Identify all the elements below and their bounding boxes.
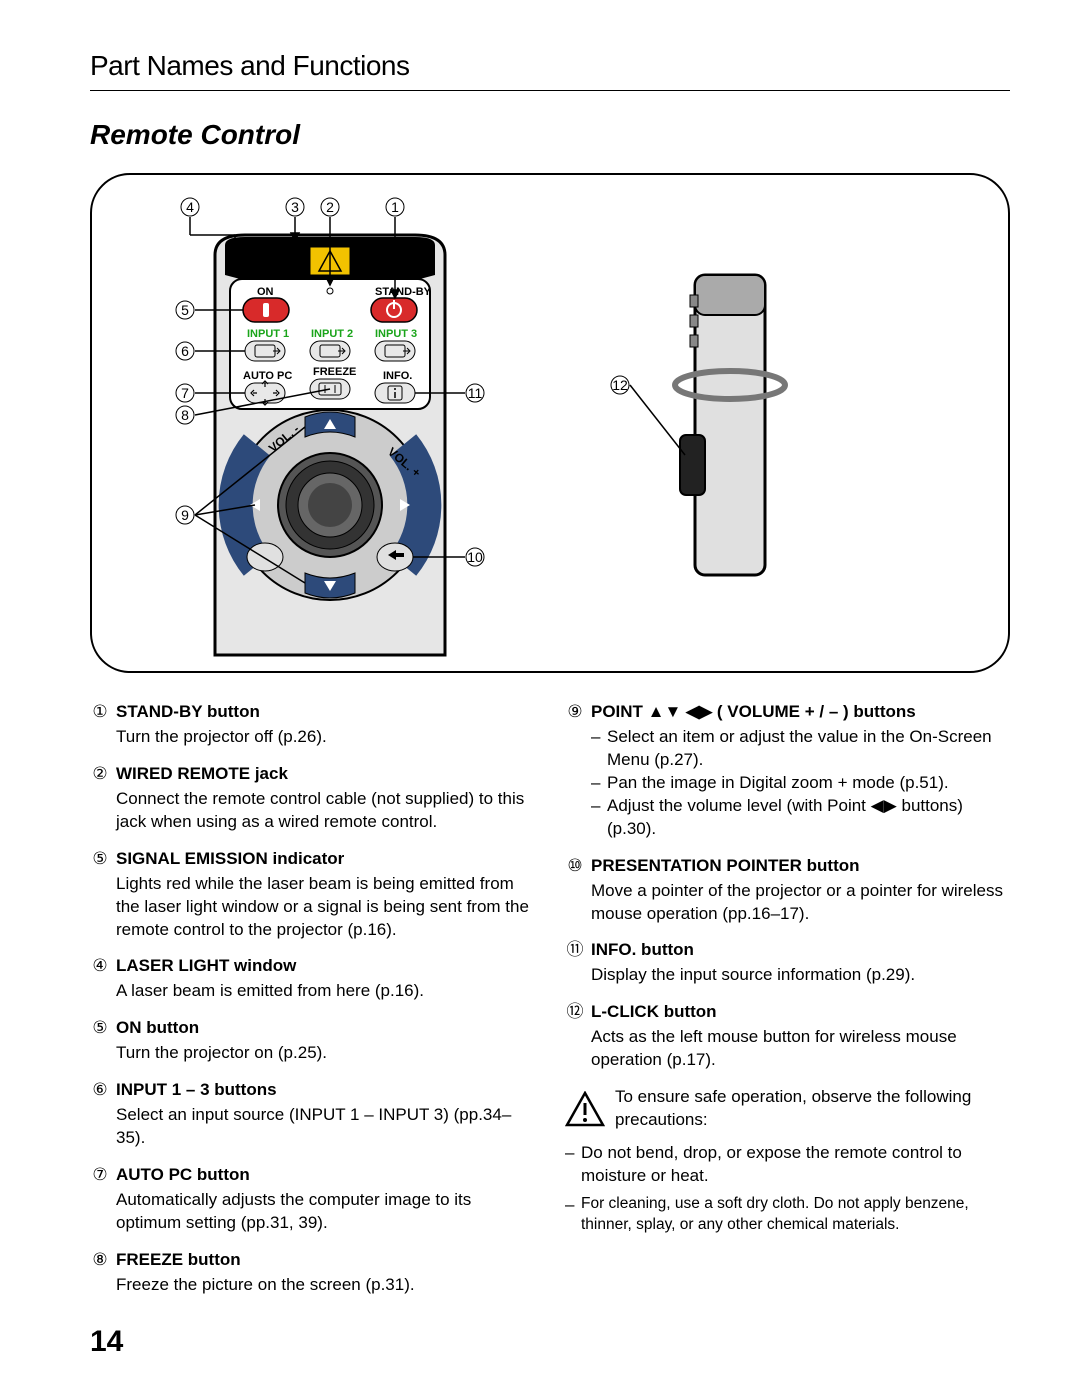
item-desc: Select an input source (INPUT 1 – INPUT … (116, 1104, 535, 1150)
item-desc: Lights red while the laser beam is being… (116, 873, 535, 942)
standby-label: STAND-BY (375, 286, 432, 298)
desc-item: ⑪ INFO. buttonDisplay the input source in… (565, 939, 1010, 987)
input1-label: INPUT 1 (247, 328, 289, 340)
item-number: ① (90, 701, 110, 724)
description-columns: ① STAND-BY buttonTurn the projector off (… (90, 701, 1010, 1311)
divider (90, 90, 1010, 91)
desc-item: ⑤ ON buttonTurn the projector on (p.25). (90, 1017, 535, 1065)
item-desc: Turn the projector on (p.25). (116, 1042, 535, 1065)
desc-item: ⑤ SIGNAL EMISSION indicatorLights red whi… (90, 848, 535, 942)
item-title: SIGNAL EMISSION indicator (116, 848, 344, 871)
svg-text:11: 11 (468, 385, 483, 401)
item-title: ON button (116, 1017, 199, 1040)
item-desc: Acts as the left mouse button for wirele… (591, 1026, 1010, 1072)
item-number: ⑤ (90, 848, 110, 871)
item-number: ② (90, 763, 110, 786)
item-title: FREEZE button (116, 1249, 241, 1272)
page-number: 14 (90, 1325, 123, 1359)
item-desc: Connect the remote control cable (not su… (116, 788, 535, 834)
item-title: INFO. button (591, 939, 694, 962)
desc-item: ② WIRED REMOTE jackConnect the remote con… (90, 763, 535, 834)
on-label: ON (257, 286, 274, 298)
item-number: ⑧ (90, 1249, 110, 1272)
section-title: Remote Control (90, 119, 1010, 151)
item-title: POINT ▲▼ ◀▶ ( VOLUME + / – ) buttons (591, 701, 916, 724)
item-desc: Automatically adjusts the computer image… (116, 1189, 535, 1235)
autopc-label: AUTO PC (243, 370, 292, 382)
item-desc: Freeze the picture on the screen (p.31). (116, 1274, 535, 1297)
input3-label: INPUT 3 (375, 328, 417, 340)
item-number: ⑫ (565, 1001, 585, 1024)
desc-item: ⑫ L-CLICK buttonActs as the left mouse bu… (565, 1001, 1010, 1072)
item-title: INPUT 1 – 3 buttons (116, 1079, 277, 1102)
desc-item: ⑩ PRESENTATION POINTER buttonMove a point… (565, 855, 1010, 926)
item-title: STAND-BY button (116, 701, 260, 724)
svg-text:6: 6 (181, 343, 189, 359)
item-number: ⑦ (90, 1164, 110, 1187)
precautions: –Do not bend, drop, or expose the remote… (565, 1142, 1010, 1236)
svg-text:5: 5 (181, 302, 189, 318)
chapter-title: Part Names and Functions (90, 50, 1010, 82)
freeze-label: FREEZE (313, 366, 356, 378)
svg-text:8: 8 (181, 407, 189, 423)
item-title: L-CLICK button (591, 1001, 717, 1024)
item-desc: Move a pointer of the projector or a poi… (591, 880, 1010, 926)
item-title: WIRED REMOTE jack (116, 763, 288, 786)
item-title: AUTO PC button (116, 1164, 250, 1187)
item-number: ⑩ (565, 855, 585, 878)
svg-text:9: 9 (181, 507, 189, 523)
svg-text:2: 2 (326, 199, 334, 215)
item-number: ⑨ (565, 701, 585, 724)
item-desc: A laser beam is emitted from here (p.16)… (116, 980, 535, 1003)
warning-icon (565, 1091, 605, 1127)
caution-text: To ensure safe operation, observe the fo… (615, 1086, 1010, 1132)
svg-text:10: 10 (467, 549, 483, 565)
desc-item: ⑥ INPUT 1 – 3 buttonsSelect an input sour… (90, 1079, 535, 1150)
item-title: PRESENTATION POINTER button (591, 855, 860, 878)
remote-figure: ON STAND-BY INPUT 1 INPUT 2 INPUT 3 (90, 173, 1010, 673)
info-label: INFO. (383, 370, 412, 382)
desc-item: ⑦ AUTO PC buttonAutomatically adjusts the… (90, 1164, 535, 1235)
item-desc: Display the input source information (p.… (591, 964, 1010, 987)
caution-block: To ensure safe operation, observe the fo… (565, 1086, 1010, 1132)
desc-item: ① STAND-BY buttonTurn the projector off (… (90, 701, 535, 749)
svg-text:7: 7 (181, 385, 189, 401)
item-number: ⑤ (90, 1017, 110, 1040)
item-sublist: –Select an item or adjust the value in t… (591, 726, 1010, 841)
svg-text:4: 4 (186, 199, 194, 215)
item-desc: Turn the projector off (p.26). (116, 726, 535, 749)
item-number: ⑪ (565, 939, 585, 962)
svg-text:1: 1 (391, 199, 399, 215)
item-title: LASER LIGHT window (116, 955, 296, 978)
right-column: ⑨ POINT ▲▼ ◀▶ ( VOLUME + / – ) buttons–Se… (565, 701, 1010, 1311)
left-column: ① STAND-BY buttonTurn the projector off (… (90, 701, 535, 1311)
svg-text:12: 12 (612, 377, 628, 393)
svg-text:3: 3 (291, 199, 299, 215)
desc-item: ④ LASER LIGHT windowA laser beam is emitt… (90, 955, 535, 1003)
desc-item: ⑧ FREEZE buttonFreeze the picture on the … (90, 1249, 535, 1297)
input2-label: INPUT 2 (311, 328, 353, 340)
item-number: ④ (90, 955, 110, 978)
item-number: ⑥ (90, 1079, 110, 1102)
desc-item: ⑨ POINT ▲▼ ◀▶ ( VOLUME + / – ) buttons–Se… (565, 701, 1010, 841)
